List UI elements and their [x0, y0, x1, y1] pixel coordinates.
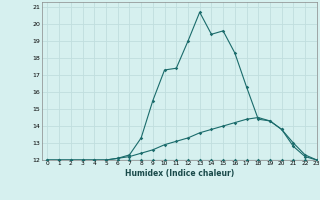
X-axis label: Humidex (Indice chaleur): Humidex (Indice chaleur)	[124, 169, 234, 178]
